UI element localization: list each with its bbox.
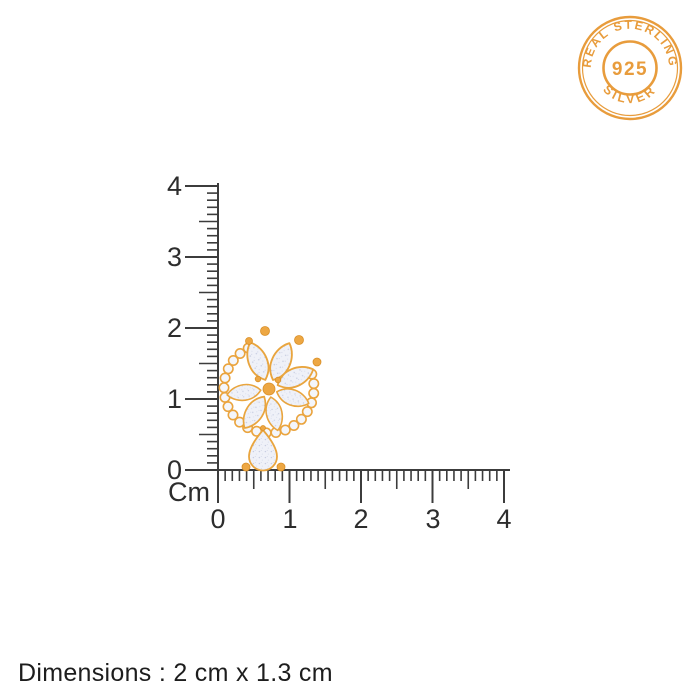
h-ruler-label-4: 4 <box>496 504 512 534</box>
pave-stone <box>308 387 320 399</box>
center-bead <box>262 382 276 396</box>
pave-stone <box>308 378 320 390</box>
pave-stone <box>227 409 239 421</box>
h-ruler-label-0: 0 <box>210 504 226 534</box>
v-ruler-label-1: 1 <box>166 384 182 414</box>
pave-stone <box>222 401 234 413</box>
badge-925-text: 925 <box>612 59 648 80</box>
pave-stone <box>301 406 313 418</box>
pave-stone <box>295 413 307 425</box>
dimensions-caption: Dimensions : 2 cm x 1.3 cm <box>18 659 333 687</box>
drop-bead <box>241 462 251 472</box>
tip-bead <box>260 326 270 336</box>
horizontal-ruler-ticks <box>217 470 505 503</box>
sterling-925-badge: REAL STERLING SILVER 925 <box>577 15 683 121</box>
badge-inner-ring <box>602 40 658 96</box>
h-ruler-label-3: 3 <box>425 504 441 534</box>
pave-stone <box>218 382 230 394</box>
pave-stone <box>288 419 300 431</box>
drop-crystal <box>248 428 278 472</box>
v-ruler-label-0: 0 <box>166 455 182 485</box>
v-ruler-label-4: 4 <box>166 171 182 201</box>
pave-stone <box>279 424 291 436</box>
tip-bead <box>294 335 304 345</box>
bead <box>254 375 262 383</box>
badge-mid-ring <box>581 19 679 117</box>
bead <box>274 376 282 384</box>
pave-stone <box>234 347 246 359</box>
tip-bead <box>312 357 322 367</box>
earring-illustration <box>218 326 322 472</box>
badge-outer-ring <box>577 15 683 121</box>
drop-bead <box>276 462 286 472</box>
tip-bead <box>245 337 253 345</box>
vertical-ruler-ticks <box>185 185 218 471</box>
h-ruler-label-2: 2 <box>353 504 369 534</box>
v-ruler-label-3: 3 <box>166 242 182 272</box>
pave-stone <box>219 372 231 384</box>
h-ruler-label-1: 1 <box>282 504 298 534</box>
gold-beads <box>241 326 322 472</box>
ruler-unit-label: Cm <box>168 477 210 507</box>
v-ruler-label-2: 2 <box>166 313 182 343</box>
pave-stone <box>227 354 239 366</box>
pave-stone <box>222 363 234 375</box>
badge-arc-bottom-text: SILVER <box>600 82 659 106</box>
drop-bead <box>260 425 266 431</box>
